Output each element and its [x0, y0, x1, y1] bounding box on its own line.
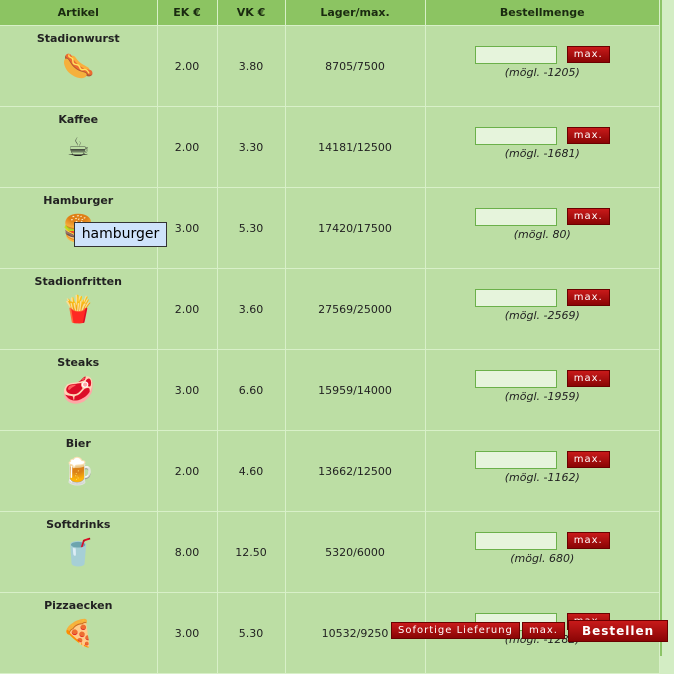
vk-price: 3.80	[217, 25, 286, 107]
ek-price: 2.00	[157, 106, 218, 188]
order-cell: max. (mögl. -1205)	[425, 25, 660, 107]
stock: 17420/17500	[285, 187, 426, 269]
possible-hint: (mögl. -1959)	[504, 389, 580, 403]
vk-price: 5.30	[217, 187, 286, 269]
stock: 27569/25000	[285, 268, 426, 350]
vk-price: 12.50	[217, 511, 286, 593]
article-name: Bier	[65, 437, 91, 450]
max-button[interactable]: max.	[566, 370, 610, 387]
table-row: Softdrinks 🥤 8.00 12.50 5320/6000 max. (mö…	[0, 511, 660, 593]
vk-price: 3.30	[217, 106, 286, 188]
order-button[interactable]: Bestellen	[568, 620, 669, 642]
possible-hint: (mögl. -2569)	[504, 308, 580, 322]
stadionfritten-icon: 🍟	[62, 295, 95, 325]
article-cell: Stadionwurst 🌭	[0, 25, 158, 107]
table-row: Stadionfritten 🍟 2.00 3.60 27569/25000 ma…	[0, 268, 660, 350]
possible-hint: (mögl. -1681)	[504, 146, 580, 160]
article-name: Stadionwurst	[36, 32, 120, 45]
stock: 13662/12500	[285, 430, 426, 512]
quantity-input[interactable]	[474, 369, 557, 388]
header-bestellmenge: Bestellmenge	[425, 0, 660, 26]
ek-price: 2.00	[157, 25, 218, 107]
stock: 14181/12500	[285, 106, 426, 188]
article-name: Softdrinks	[46, 518, 111, 531]
possible-hint: (mögl. -1162)	[504, 470, 580, 484]
quantity-input[interactable]	[474, 126, 557, 145]
order-cell: max. (mögl. -2569)	[425, 268, 660, 350]
header-ek: EK €	[157, 0, 218, 26]
article-cell: Softdrinks 🥤	[0, 511, 158, 593]
possible-hint: (mögl. 80)	[513, 227, 571, 241]
article-name: Pizzaecken	[44, 599, 113, 612]
max-button[interactable]: max.	[566, 532, 610, 549]
ek-price: 3.00	[157, 349, 218, 431]
quantity-input[interactable]	[474, 207, 557, 226]
order-table: Artikel EK € VK € Lager/max. Bestellmeng…	[0, 0, 660, 674]
vk-price: 3.60	[217, 268, 286, 350]
order-cell: max. (mögl. 680)	[425, 511, 660, 593]
pizzaecken-icon: 🍕	[62, 619, 95, 649]
stadionwurst-icon: 🌭	[62, 52, 95, 82]
possible-hint: (mögl. -1205)	[504, 65, 580, 79]
quantity-input[interactable]	[474, 45, 557, 64]
table-row: Bier 🍺 2.00 4.60 13662/12500 max. (mögl. -…	[0, 430, 660, 512]
stock: 15959/14000	[285, 349, 426, 431]
max-button[interactable]: max.	[566, 208, 610, 225]
vk-price: 4.60	[217, 430, 286, 512]
stock: 8705/7500	[285, 25, 426, 107]
order-cell: max. (mögl. -1959)	[425, 349, 660, 431]
ek-price: 8.00	[157, 511, 218, 593]
stock: 5320/6000	[285, 511, 426, 593]
ek-price: 2.00	[157, 268, 218, 350]
vk-price: 6.60	[217, 349, 286, 431]
max-button[interactable]: max.	[566, 127, 610, 144]
article-name: Steaks	[57, 356, 100, 369]
ek-price: 2.00	[157, 430, 218, 512]
article-cell: Stadionfritten 🍟	[0, 268, 158, 350]
kaffee-icon: ☕	[66, 133, 90, 163]
bier-icon: 🍺	[62, 457, 95, 487]
table-row: Stadionwurst 🌭 2.00 3.80 8705/7500 max. (m…	[0, 25, 660, 107]
article-name: Hamburger	[43, 194, 114, 207]
possible-hint: (mögl. 680)	[510, 551, 575, 565]
quantity-input[interactable]	[474, 450, 557, 469]
instant-delivery-button[interactable]: Sofortige Lieferung	[391, 622, 520, 639]
article-cell: Steaks 🥩	[0, 349, 158, 431]
header-lager: Lager/max.	[285, 0, 426, 26]
order-cell: max. (mögl. 80)	[425, 187, 660, 269]
table-row: Kaffee ☕ 2.00 3.30 14181/12500 max. (mögl.…	[0, 106, 660, 188]
order-cell: max. (mögl. -1681)	[425, 106, 660, 188]
softdrinks-icon: 🥤	[62, 538, 95, 568]
order-cell: max. (mögl. -1162)	[425, 430, 660, 512]
quantity-input[interactable]	[474, 531, 557, 550]
header-artikel: Artikel	[0, 0, 158, 26]
article-name: Stadionfritten	[34, 275, 122, 288]
max-all-button[interactable]: max.	[522, 622, 565, 639]
tooltip: hamburger	[74, 222, 167, 247]
article-cell: Bier 🍺	[0, 430, 158, 512]
max-button[interactable]: max.	[566, 46, 610, 63]
article-name: Kaffee	[58, 113, 99, 126]
article-cell: Kaffee ☕	[0, 106, 158, 188]
max-button[interactable]: max.	[566, 451, 610, 468]
max-button[interactable]: max.	[566, 289, 610, 306]
footer-actions: Sofortige Lieferung max. Bestellen	[0, 616, 669, 648]
quantity-input[interactable]	[474, 288, 557, 307]
table-row: Steaks 🥩 3.00 6.60 15959/14000 max. (mögl.…	[0, 349, 660, 431]
steaks-icon: 🥩	[62, 376, 95, 406]
header-vk: VK €	[217, 0, 286, 26]
ek-price: 3.00	[157, 187, 218, 269]
